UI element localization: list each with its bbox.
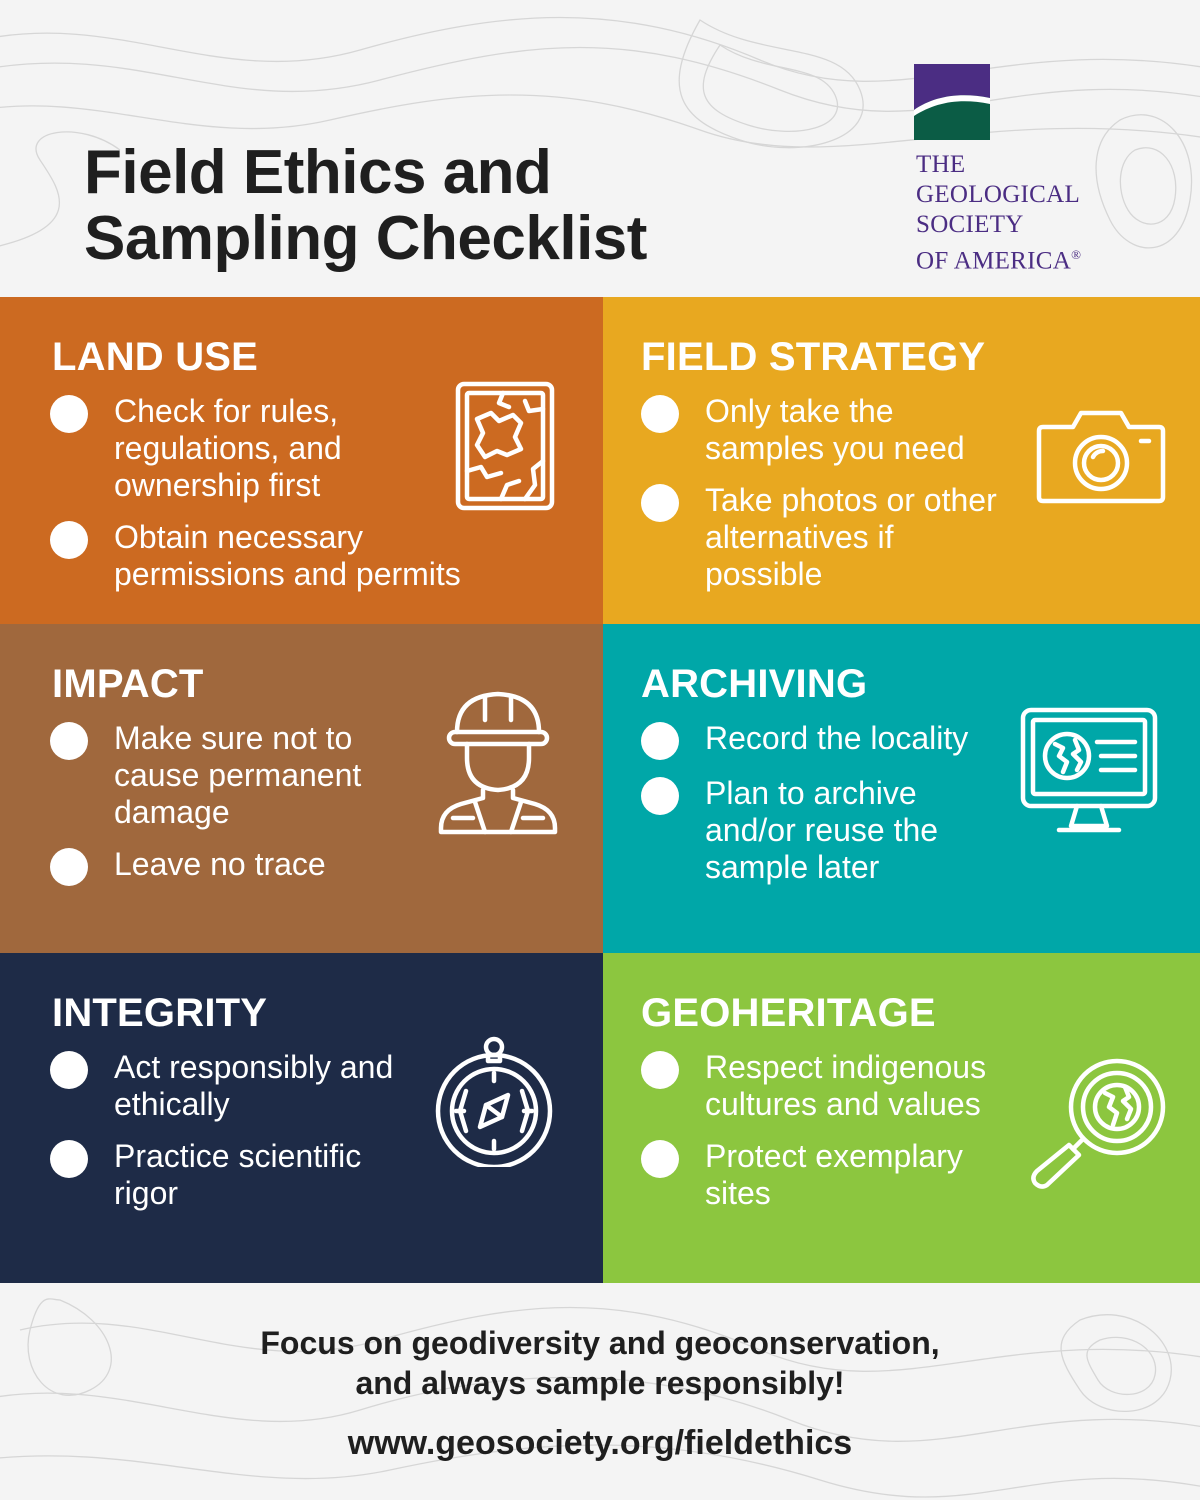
checklist: Make sure not to cause permanent damage … <box>50 720 414 901</box>
gsa-logo-mark <box>914 64 990 140</box>
section-title: LAND USE <box>52 335 259 379</box>
magnifier-globe-icon <box>1029 1057 1171 1189</box>
checklist-item: Record the locality <box>641 720 995 760</box>
worker-icon <box>435 686 561 836</box>
section-title: GEOHERITAGE <box>641 991 936 1035</box>
checklist-item: Check for rules, regulations, and owners… <box>50 393 534 504</box>
item-text: Protect exemplary sites <box>705 1138 963 1211</box>
checklist-item: Plan to archive and/or reuse the sample … <box>641 775 995 886</box>
item-text: Plan to archive and/or reuse the sample … <box>705 775 939 885</box>
section-title: FIELD STRATEGY <box>641 335 986 379</box>
item-text: Make sure not to cause permanent damage <box>114 720 362 830</box>
section-impact: IMPACT Make sure not to cause permanent … <box>0 624 603 953</box>
section-title: IMPACT <box>52 662 204 706</box>
footer: Focus on geodiversity and geoconservatio… <box>0 1283 1200 1500</box>
checklist: Check for rules, regulations, and owners… <box>50 393 534 608</box>
item-text: Practice scientific rigor <box>114 1138 362 1211</box>
gsa-logo: THE GEOLOGICAL SOCIETY OF AMERICA® <box>914 64 1114 274</box>
item-text: Act responsibly and ethically <box>114 1049 394 1122</box>
checklist-item: Obtain necessary permissions and permits <box>50 519 534 593</box>
checkbox-circle[interactable] <box>641 1140 679 1178</box>
compass-icon <box>432 1035 556 1167</box>
section-geoheritage: GEOHERITAGE Respect indigenous cultures … <box>603 953 1200 1283</box>
page-title: Field Ethics and Sampling Checklist <box>84 140 647 272</box>
checklist: Record the locality Plan to archive and/… <box>641 720 995 901</box>
tagline: Focus on geodiversity and geoconservatio… <box>260 1325 940 1401</box>
item-text: Check for rules, regulations, and owners… <box>114 393 342 503</box>
section-field-strategy: FIELD STRATEGY Only take the samples you… <box>603 297 1200 624</box>
section-title: INTEGRITY <box>52 991 268 1035</box>
header: Field Ethics and Sampling Checklist THE … <box>0 0 1200 297</box>
checkbox-circle[interactable] <box>641 777 679 815</box>
checkbox-circle[interactable] <box>641 722 679 760</box>
checklist-grid: LAND USE Check for rules, regulations, a… <box>0 297 1200 1283</box>
checklist-item: Protect exemplary sites <box>641 1138 1035 1212</box>
item-text: Record the locality <box>705 720 969 756</box>
section-title: ARCHIVING <box>641 662 868 706</box>
checkbox-circle[interactable] <box>50 521 88 559</box>
checklist-item: Take photos or other alternatives if pos… <box>641 482 1015 593</box>
checkbox-circle[interactable] <box>50 848 88 886</box>
monitor-globe-icon <box>1019 706 1159 838</box>
map-icon <box>455 381 555 511</box>
checkbox-circle[interactable] <box>50 1140 88 1178</box>
section-archiving: ARCHIVING Record the locality Plan to ar… <box>603 624 1200 953</box>
item-text: Take photos or other alternatives if pos… <box>705 482 997 592</box>
title-line-2: Sampling Checklist <box>84 204 647 273</box>
checklist-item: Respect indigenous cultures and values <box>641 1049 1035 1123</box>
checklist-item: Act responsibly and ethically <box>50 1049 414 1123</box>
item-text: Only take the samples you need <box>705 393 965 466</box>
checkbox-circle[interactable] <box>641 484 679 522</box>
item-text: Obtain necessary permissions and permits <box>114 519 461 592</box>
checkbox-circle[interactable] <box>50 722 88 760</box>
checklist: Respect indigenous cultures and values P… <box>641 1049 1035 1227</box>
checklist: Only take the samples you need Take phot… <box>641 393 1015 608</box>
item-text: Respect indigenous cultures and values <box>705 1049 987 1122</box>
checklist: Act responsibly and ethically Practice s… <box>50 1049 414 1227</box>
checklist-item: Leave no trace <box>50 846 414 886</box>
checkbox-circle[interactable] <box>641 1051 679 1089</box>
checkbox-circle[interactable] <box>641 395 679 433</box>
logo-wordmark: THE GEOLOGICAL SOCIETY OF AMERICA® <box>916 151 1082 275</box>
camera-icon <box>1035 405 1167 505</box>
website-link[interactable]: www.geosociety.org/fieldethics <box>347 1424 853 1462</box>
section-integrity: INTEGRITY Act responsibly and ethically … <box>0 953 603 1283</box>
checklist-item: Only take the samples you need <box>641 393 1015 467</box>
section-land-use: LAND USE Check for rules, regulations, a… <box>0 297 603 624</box>
checklist-item: Practice scientific rigor <box>50 1138 414 1212</box>
checklist-item: Make sure not to cause permanent damage <box>50 720 414 831</box>
item-text: Leave no trace <box>114 846 326 882</box>
checkbox-circle[interactable] <box>50 1051 88 1089</box>
title-line-1: Field Ethics and <box>84 138 552 207</box>
checkbox-circle[interactable] <box>50 395 88 433</box>
